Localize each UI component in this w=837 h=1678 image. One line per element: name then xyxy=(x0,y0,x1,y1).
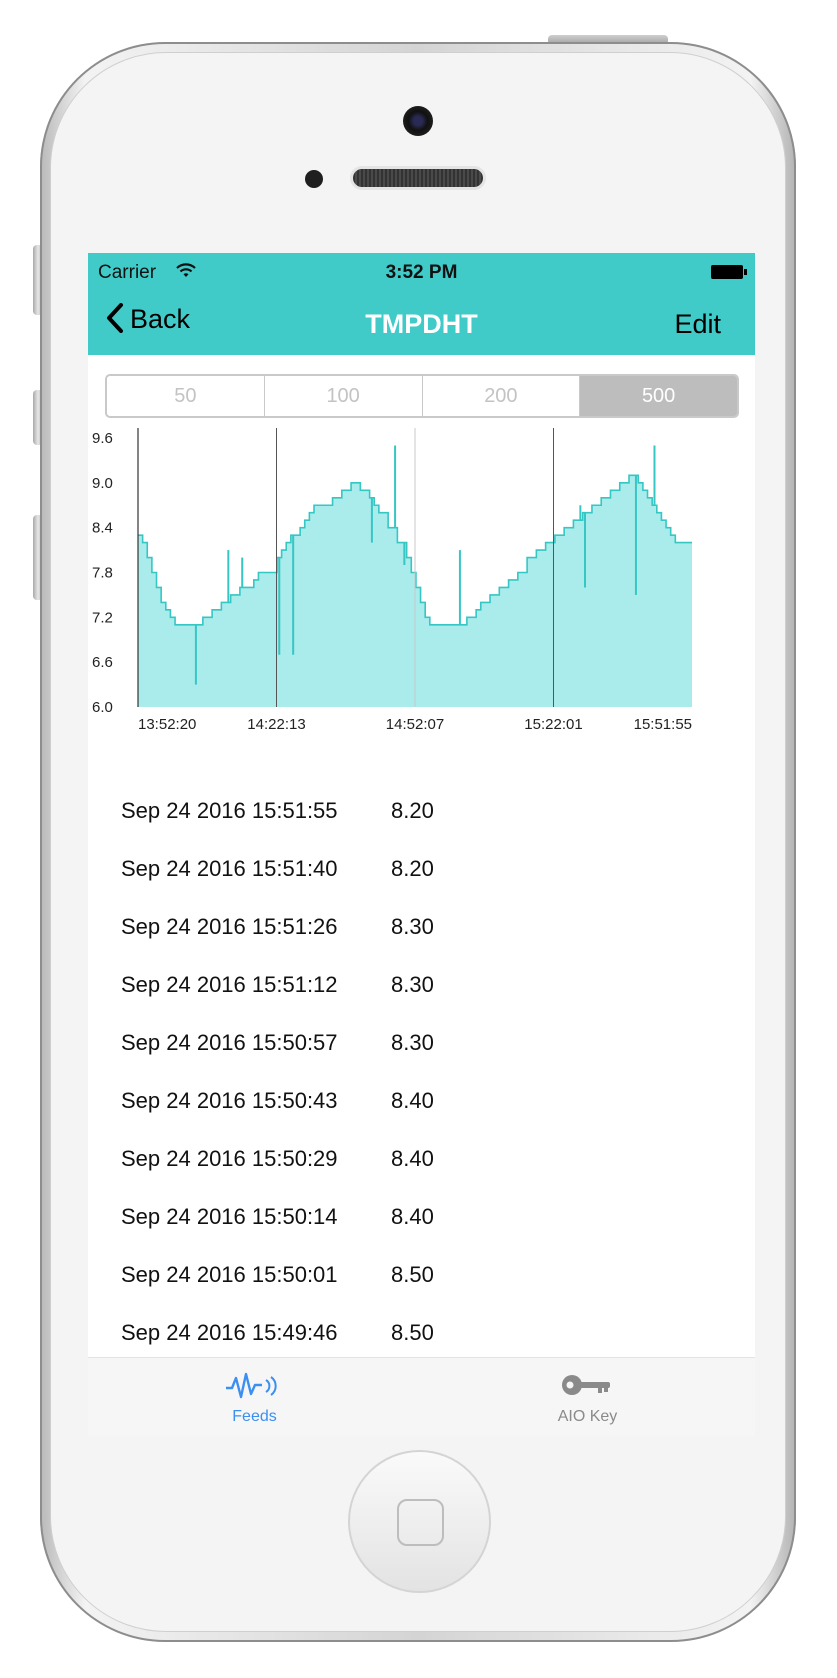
chart-y-tick-label: 6.0 xyxy=(92,699,113,716)
list-item[interactable]: Sep 24 2016 15:51:26 8.30 xyxy=(88,904,755,962)
reading-value: 8.50 xyxy=(391,1320,434,1345)
list-item[interactable]: Sep 24 2016 15:50:14 8.40 xyxy=(88,1194,755,1252)
front-camera xyxy=(403,106,433,136)
reading-value: 8.20 xyxy=(391,856,434,881)
edit-button[interactable]: Edit xyxy=(674,309,721,339)
carrier-label: Carrier xyxy=(98,262,157,283)
chart-y-tick-label: 9.6 xyxy=(92,430,113,447)
chart-x-tick-label: 15:51:55 xyxy=(634,716,692,733)
reading-value: 8.30 xyxy=(391,972,434,997)
reading-value: 8.40 xyxy=(391,1204,434,1229)
segment-50[interactable]: 50 xyxy=(107,376,265,416)
reading-timestamp: Sep 24 2016 15:49:46 xyxy=(121,1320,338,1345)
wifi-icon xyxy=(176,261,196,284)
feeds-wave-icon xyxy=(88,1370,421,1400)
reading-value: 8.40 xyxy=(391,1146,434,1171)
app-screen: Carrier 3:52 PM Back TMPDHT Edit 50 100 … xyxy=(88,253,755,1436)
power-button[interactable] xyxy=(548,35,668,45)
list-item[interactable]: Sep 24 2016 15:50:57 8.30 xyxy=(88,1020,755,1078)
reading-timestamp: Sep 24 2016 15:50:57 xyxy=(121,1030,338,1055)
home-button[interactable] xyxy=(348,1450,491,1593)
proximity-sensor xyxy=(305,170,323,188)
back-button[interactable]: Back xyxy=(106,303,190,336)
reading-timestamp: Sep 24 2016 15:50:14 xyxy=(121,1204,338,1229)
reading-value: 8.20 xyxy=(391,798,434,823)
chart-y-tick-label: 6.6 xyxy=(92,654,113,671)
volume-up-button[interactable] xyxy=(33,390,43,445)
tab-bar: Feeds AIO Key xyxy=(88,1357,755,1436)
battery-icon xyxy=(711,265,747,279)
reading-value: 8.50 xyxy=(391,1262,434,1287)
chart-x-tick-label: 13:52:20 xyxy=(138,716,196,733)
reading-timestamp: Sep 24 2016 15:51:12 xyxy=(121,972,338,997)
tab-aio-key-label: AIO Key xyxy=(557,1408,618,1425)
chart-y-tick-label: 9.0 xyxy=(92,475,113,492)
tab-aio-key[interactable]: AIO Key xyxy=(421,1358,754,1436)
chart-series-line xyxy=(138,474,692,626)
chart-x-tick-label: 15:22:01 xyxy=(524,716,582,733)
home-button-square xyxy=(397,1499,444,1546)
chart-y-tick-label: 7.8 xyxy=(92,565,113,582)
chart-y-tick-label: 7.2 xyxy=(92,609,113,626)
navigation-bar: Back TMPDHT Edit xyxy=(88,293,755,355)
chart-x-tick-label: 14:52:07 xyxy=(386,716,444,733)
back-label: Back xyxy=(130,304,191,334)
volume-down-button[interactable] xyxy=(33,515,43,600)
segment-500[interactable]: 500 xyxy=(580,376,737,416)
mute-switch[interactable] xyxy=(33,245,43,315)
feed-chart[interactable]: 13:52:20 14:22:13 14:52:07 15:22:01 15:51:55… xyxy=(88,428,755,773)
range-segmented-control: 50 100 200 500 xyxy=(105,374,739,418)
list-item[interactable]: Sep 24 2016 15:50:29 8.40 xyxy=(88,1136,755,1194)
status-time: 3:52 PM xyxy=(385,262,458,283)
reading-timestamp: Sep 24 2016 15:51:55 xyxy=(121,798,338,823)
reading-timestamp: Sep 24 2016 15:50:29 xyxy=(121,1146,338,1171)
status-bar: Carrier 3:52 PM xyxy=(88,253,755,293)
chevron-left-icon xyxy=(106,303,124,336)
list-item[interactable]: Sep 24 2016 15:49:46 8.50 xyxy=(88,1310,755,1368)
reading-value: 8.30 xyxy=(391,1030,434,1055)
readings-list[interactable]: Sep 24 2016 15:51:55 8.20 Sep 24 2016 15:… xyxy=(88,788,755,1368)
tab-feeds[interactable]: Feeds xyxy=(88,1358,421,1436)
list-item[interactable]: Sep 24 2016 15:51:55 8.20 xyxy=(88,788,755,846)
reading-timestamp: Sep 24 2016 15:50:43 xyxy=(121,1088,338,1113)
segment-100[interactable]: 100 xyxy=(265,376,423,416)
list-item[interactable]: Sep 24 2016 15:50:43 8.40 xyxy=(88,1078,755,1136)
list-item[interactable]: Sep 24 2016 15:51:40 8.20 xyxy=(88,846,755,904)
key-icon xyxy=(421,1370,754,1400)
reading-timestamp: Sep 24 2016 15:51:40 xyxy=(121,856,338,881)
list-item[interactable]: Sep 24 2016 15:51:12 8.30 xyxy=(88,962,755,1020)
reading-timestamp: Sep 24 2016 15:51:26 xyxy=(121,914,338,939)
chart-y-tick-label: 8.4 xyxy=(92,520,113,537)
list-item[interactable]: Sep 24 2016 15:50:01 8.50 xyxy=(88,1252,755,1310)
earpiece-speaker xyxy=(350,166,486,190)
chart-x-tick-label: 14:22:13 xyxy=(247,716,305,733)
reading-value: 8.30 xyxy=(391,914,434,939)
segment-200[interactable]: 200 xyxy=(423,376,581,416)
reading-value: 8.40 xyxy=(391,1088,434,1113)
tab-feeds-label: Feeds xyxy=(232,1408,277,1425)
reading-timestamp: Sep 24 2016 15:50:01 xyxy=(121,1262,338,1287)
